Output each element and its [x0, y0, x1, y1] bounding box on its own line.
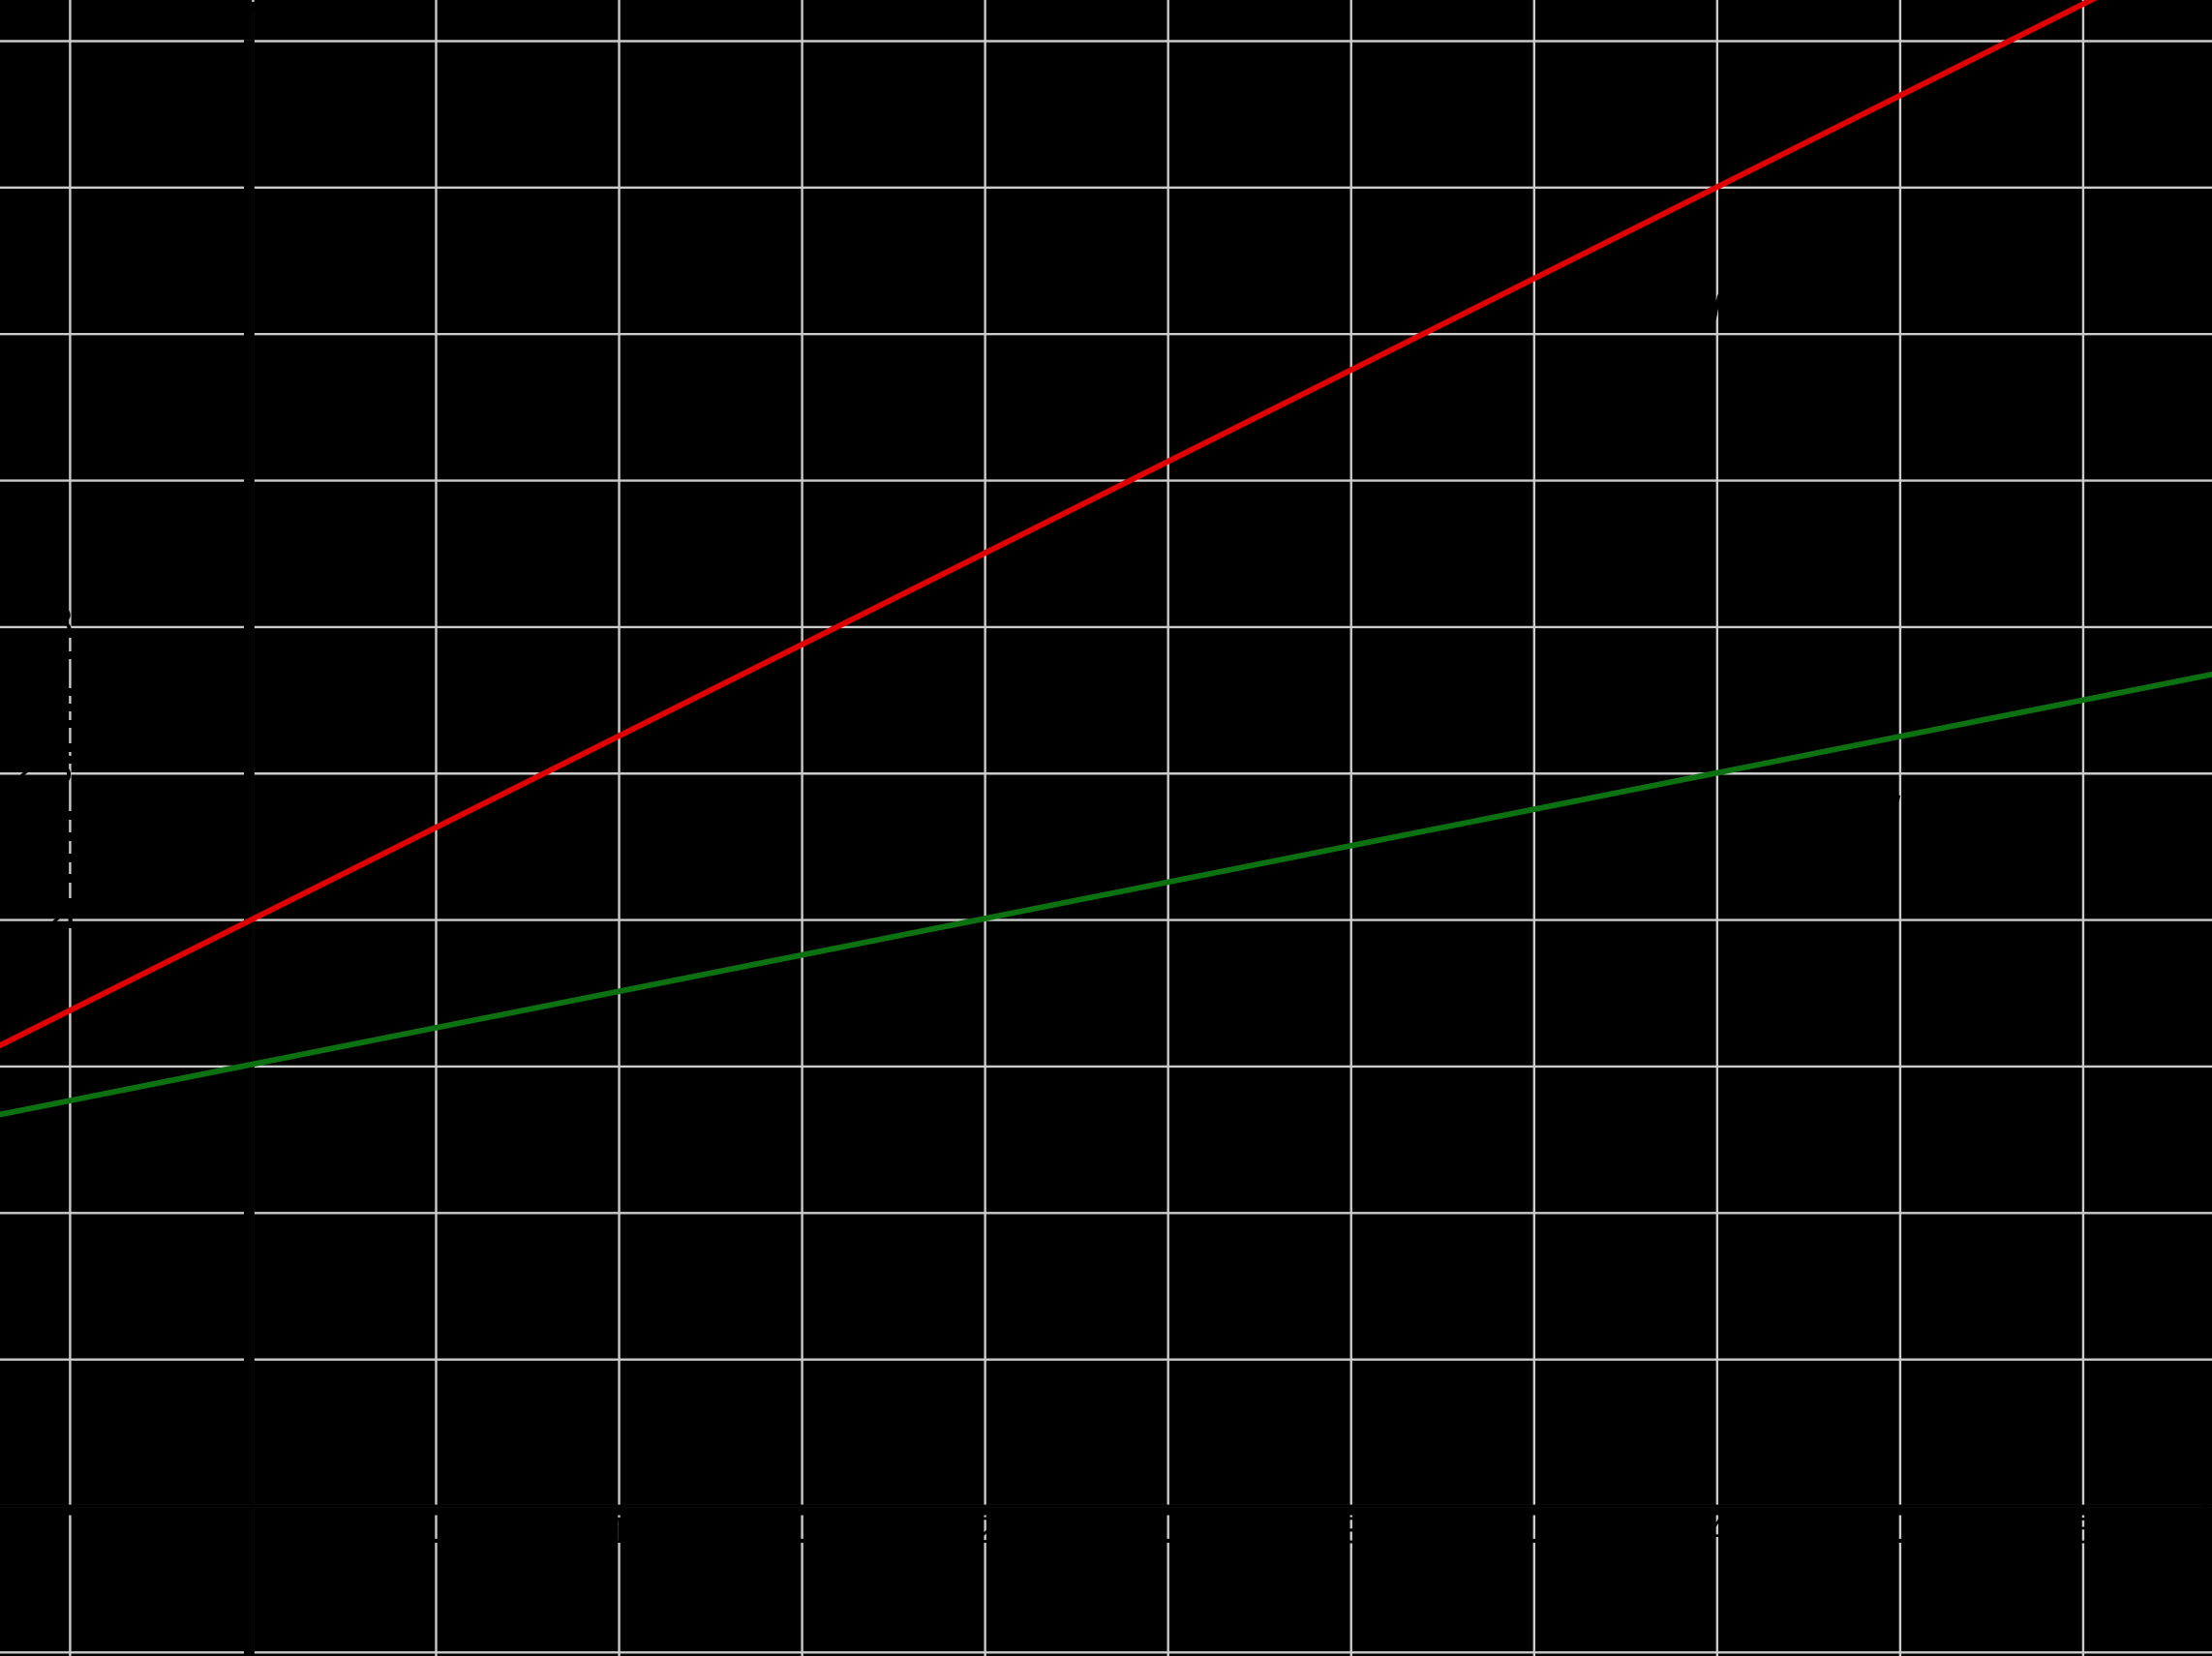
svg-text:3.5: 3.5	[1508, 1511, 1560, 1551]
svg-text:4.5: 4.5	[1874, 1511, 1925, 1551]
svg-text:3: 3	[1341, 1511, 1361, 1551]
svg-text:1: 1	[609, 1511, 629, 1551]
svg-text:1.5: 1.5	[776, 1511, 828, 1551]
svg-text:g: g	[1878, 780, 1900, 826]
svg-text:4: 4	[1707, 1511, 1727, 1551]
svg-text:0: 0	[215, 1511, 235, 1551]
svg-text:2.5: 2.5	[1142, 1511, 1194, 1551]
svg-text:5: 5	[2073, 1511, 2093, 1551]
svg-text:2.5: 2.5	[14, 746, 73, 794]
svg-text:2: 2	[975, 1511, 995, 1551]
svg-text:0.5: 0.5	[410, 1511, 462, 1551]
svg-text:3: 3	[49, 599, 73, 647]
svg-text:2: 2	[45, 893, 68, 939]
